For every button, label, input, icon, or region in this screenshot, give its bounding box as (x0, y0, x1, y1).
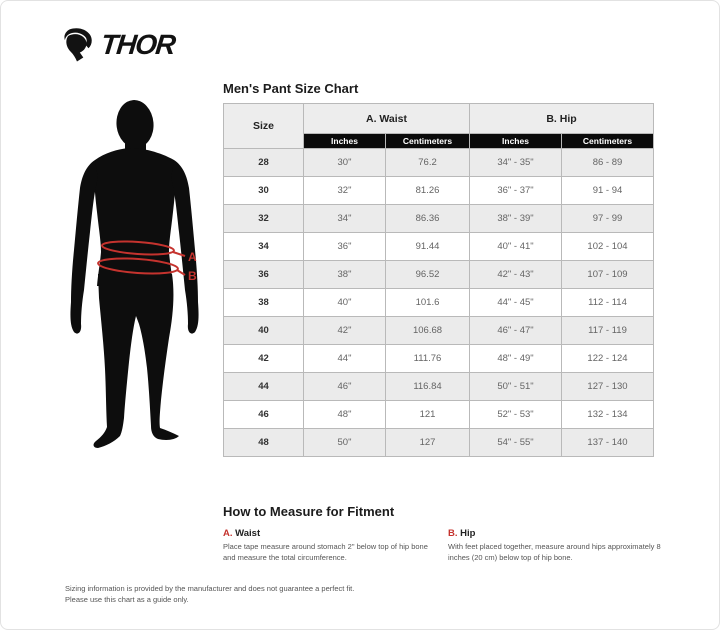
value-cell: 111.76 (385, 344, 470, 373)
value-cell: 122 - 124 (561, 344, 654, 373)
value-cell: 38" (303, 260, 386, 289)
value-cell: 102 - 104 (561, 232, 654, 261)
hip-band-label: B (188, 269, 197, 283)
value-cell: 34" - 35" (469, 148, 562, 177)
size-cell: 44 (223, 372, 304, 401)
value-cell: 101.6 (385, 288, 470, 317)
value-cell: 30" (303, 148, 386, 177)
howto-waist-key: A. (223, 528, 233, 539)
table-row: 40 42" 106.68 46" - 47" 117 - 119 (223, 316, 654, 345)
size-cell: 34 (223, 232, 304, 261)
table-row: 46 48" 121 52" - 53" 132 - 134 (223, 400, 654, 429)
disclaimer: Sizing information is provided by the ma… (65, 584, 354, 606)
value-cell: 44" - 45" (469, 288, 562, 317)
table-row: 34 36" 91.44 40" - 41" 102 - 104 (223, 232, 654, 261)
table-row: 48 50" 127 54" - 55" 137 - 140 (223, 428, 654, 457)
size-table-header: Size A. Waist B. Hip Inches Centimeters … (223, 103, 654, 149)
value-cell: 40" (303, 288, 386, 317)
page-title: Men's Pant Size Chart (223, 81, 359, 96)
value-cell: 48" (303, 400, 386, 429)
value-cell: 121 (385, 400, 470, 429)
brand-logo: THOR (63, 28, 177, 62)
disclaimer-line1: Sizing information is provided by the ma… (65, 584, 355, 593)
value-cell: 91.44 (385, 232, 470, 261)
value-cell: 46" - 47" (469, 316, 562, 345)
male-silhouette: A B (70, 100, 199, 448)
howto-hip-text: With feet placed together, measure aroun… (448, 542, 661, 563)
table-row: 44 46" 116.84 50" - 51" 127 - 130 (223, 372, 654, 401)
column-header-size: Size (223, 103, 304, 149)
column-header-hip: B. Hip (469, 103, 654, 134)
value-cell: 116.84 (385, 372, 470, 401)
howto-title: How to Measure for Fitment (223, 504, 395, 519)
value-cell: 48" - 49" (469, 344, 562, 373)
value-cell: 40" - 41" (469, 232, 562, 261)
value-cell: 127 - 130 (561, 372, 654, 401)
table-row: 42 44" 111.76 48" - 49" 122 - 124 (223, 344, 654, 373)
table-row: 28 30" 76.2 34" - 35" 86 - 89 (223, 148, 654, 177)
value-cell: 54" - 55" (469, 428, 562, 457)
howto-hip: B. Hip With feet placed together, measur… (448, 528, 678, 564)
disclaimer-line2: Please use this chart as a guide only. (65, 594, 189, 604)
waist-band-label: A (188, 250, 197, 264)
subheader-waist-inches: Inches (303, 133, 386, 149)
value-cell: 106.68 (385, 316, 470, 345)
column-header-waist: A. Waist (303, 103, 470, 134)
value-cell: 52" - 53" (469, 400, 562, 429)
table-row: 36 38" 96.52 42" - 43" 107 - 109 (223, 260, 654, 289)
value-cell: 44" (303, 344, 386, 373)
howto-waist: A. Waist Place tape measure around stoma… (223, 528, 437, 564)
size-cell: 38 (223, 288, 304, 317)
value-cell: 112 - 114 (561, 288, 654, 317)
value-cell: 137 - 140 (561, 428, 654, 457)
howto-waist-text: Place tape measure around stomach 2" bel… (223, 542, 428, 563)
size-cell: 32 (223, 204, 304, 233)
value-cell: 38" - 39" (469, 204, 562, 233)
measurement-figure: A B (57, 94, 207, 460)
value-cell: 36" (303, 232, 386, 261)
size-table: Size A. Waist B. Hip Inches Centimeters … (223, 103, 654, 457)
subheader-hip-centimeters: Centimeters (561, 133, 654, 149)
value-cell: 91 - 94 (561, 176, 654, 205)
value-cell: 42" - 43" (469, 260, 562, 289)
size-cell: 46 (223, 400, 304, 429)
size-cell: 42 (223, 344, 304, 373)
value-cell: 86.36 (385, 204, 470, 233)
table-row: 32 34" 86.36 38" - 39" 97 - 99 (223, 204, 654, 233)
ram-head-icon (64, 28, 92, 62)
value-cell: 36" - 37" (469, 176, 562, 205)
size-cell: 30 (223, 176, 304, 205)
howto-hip-key: B. (448, 528, 458, 539)
value-cell: 127 (385, 428, 470, 457)
subheader-hip-inches: Inches (469, 133, 562, 149)
table-row: 30 32" 81.26 36" - 37" 91 - 94 (223, 176, 654, 205)
value-cell: 50" - 51" (469, 372, 562, 401)
table-row: 38 40" 101.6 44" - 45" 112 - 114 (223, 288, 654, 317)
size-cell: 36 (223, 260, 304, 289)
value-cell: 132 - 134 (561, 400, 654, 429)
value-cell: 42" (303, 316, 386, 345)
value-cell: 50" (303, 428, 386, 457)
value-cell: 107 - 109 (561, 260, 654, 289)
size-cell: 40 (223, 316, 304, 345)
subheader-waist-centimeters: Centimeters (385, 133, 470, 149)
value-cell: 117 - 119 (561, 316, 654, 345)
size-cell: 28 (223, 148, 304, 177)
value-cell: 46" (303, 372, 386, 401)
howto-hip-label: B. Hip (448, 528, 476, 539)
howto-waist-label: A. Waist (223, 528, 261, 539)
value-cell: 76.2 (385, 148, 470, 177)
value-cell: 96.52 (385, 260, 470, 289)
value-cell: 34" (303, 204, 386, 233)
value-cell: 32" (303, 176, 386, 205)
brand-wordmark: THOR (99, 29, 177, 60)
value-cell: 97 - 99 (561, 204, 654, 233)
size-cell: 48 (223, 428, 304, 457)
value-cell: 81.26 (385, 176, 470, 205)
value-cell: 86 - 89 (561, 148, 654, 177)
size-table-body: 28 30" 76.2 34" - 35" 86 - 89 30 32" 81.26 36" -… (223, 148, 654, 457)
